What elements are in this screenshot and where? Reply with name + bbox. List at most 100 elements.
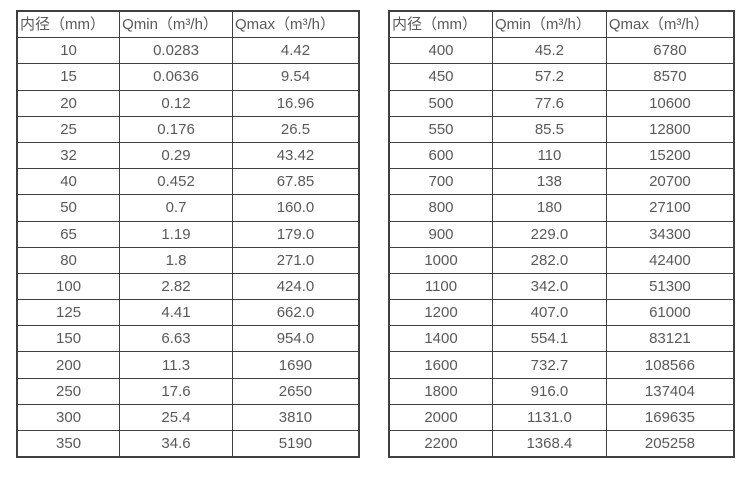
- qmin-cell: 0.452: [119, 168, 233, 196]
- qmin-cell: 4.41: [119, 299, 233, 327]
- table-row: 450 57.2 8570: [388, 63, 735, 91]
- qmin-cell: 0.29: [119, 141, 233, 170]
- qmax-cell: 9.54: [231, 63, 360, 91]
- table-row: 100 2.82 424.0: [16, 272, 360, 301]
- qmin-cell: 916.0: [492, 377, 607, 405]
- qmax-cell: 108566: [605, 351, 735, 379]
- qmin-cell: 6.63: [119, 325, 233, 353]
- qmax-cell: 16.96: [231, 89, 360, 117]
- qmin-cell: 85.5: [492, 115, 607, 143]
- header-qmin: Qmin（m³/h）: [119, 10, 233, 39]
- table-row: 1200 407.0 61000: [388, 299, 735, 327]
- inner-diameter-cell: 80: [16, 246, 121, 274]
- inner-diameter-cell: 1800: [388, 377, 493, 405]
- table-row: 125 4.41 662.0: [16, 299, 360, 327]
- qmin-cell: 34.6: [119, 430, 233, 458]
- qmax-cell: 12800: [605, 115, 735, 143]
- qmin-cell: 110: [492, 141, 607, 170]
- inner-diameter-cell: 500: [388, 89, 493, 117]
- table-row: 2200 1368.4 205258: [388, 430, 735, 458]
- inner-diameter-cell: 20: [16, 89, 121, 117]
- table-row: 1800 916.0 137404: [388, 377, 735, 405]
- header-inner-diameter: 内径（mm）: [16, 10, 121, 39]
- qmax-cell: 43.42: [231, 141, 360, 170]
- inner-diameter-cell: 125: [16, 299, 121, 327]
- qmin-cell: 180: [492, 194, 607, 222]
- inner-diameter-cell: 32: [16, 141, 121, 170]
- qmin-cell: 0.7: [119, 194, 233, 222]
- table-row: 1100 342.0 51300: [388, 272, 735, 301]
- table-row: 2000 1131.0 169635: [388, 403, 735, 432]
- qmin-cell: 1131.0: [492, 403, 607, 432]
- qmin-cell: 1368.4: [492, 430, 607, 458]
- table-row: 900 229.0 34300: [388, 220, 735, 248]
- header-inner-diameter: 内径（mm）: [388, 10, 493, 39]
- table-row: 32 0.29 43.42: [16, 141, 360, 170]
- qmin-cell: 0.176: [119, 115, 233, 143]
- qmin-cell: 45.2: [492, 37, 607, 65]
- qmax-cell: 67.85: [231, 168, 360, 196]
- inner-diameter-cell: 700: [388, 168, 493, 196]
- inner-diameter-cell: 600: [388, 141, 493, 170]
- qmax-cell: 169635: [605, 403, 735, 432]
- qmin-cell: 2.82: [119, 272, 233, 301]
- qmax-cell: 6780: [605, 37, 735, 65]
- inner-diameter-cell: 450: [388, 63, 493, 91]
- qmax-cell: 424.0: [231, 272, 360, 301]
- qmax-cell: 26.5: [231, 115, 360, 143]
- inner-diameter-cell: 40: [16, 168, 121, 196]
- flow-table-large-diameter: 内径（mm） Qmin（m³/h） Qmax（m³/h） 400 45.2 6780…: [388, 10, 735, 459]
- inner-diameter-cell: 10: [16, 37, 121, 65]
- inner-diameter-cell: 1000: [388, 246, 493, 274]
- table-row: 150 6.63 954.0: [16, 325, 360, 353]
- inner-diameter-cell: 800: [388, 194, 493, 222]
- qmin-cell: 1.8: [119, 246, 233, 274]
- table-row: 1000 282.0 42400: [388, 246, 735, 274]
- qmin-cell: 407.0: [492, 299, 607, 327]
- qmax-cell: 34300: [605, 220, 735, 248]
- qmax-cell: 3810: [231, 403, 360, 432]
- qmin-cell: 0.0636: [119, 63, 233, 91]
- header-row: 内径（mm） Qmin（m³/h） Qmax（m³/h）: [16, 10, 360, 39]
- table-row: 350 34.6 5190: [16, 430, 360, 458]
- qmax-cell: 8570: [605, 63, 735, 91]
- table-row: 200 11.3 1690: [16, 351, 360, 379]
- table-row: 40 0.452 67.85: [16, 168, 360, 196]
- qmin-cell: 1.19: [119, 220, 233, 248]
- qmin-cell: 554.1: [492, 325, 607, 353]
- table-row: 15 0.0636 9.54: [16, 63, 360, 91]
- qmax-cell: 4.42: [231, 37, 360, 65]
- qmax-cell: 51300: [605, 272, 735, 301]
- table-body: 400 45.2 6780 450 57.2 8570 500 77.6 10600 550 85.…: [388, 37, 735, 458]
- qmax-cell: 137404: [605, 377, 735, 405]
- qmax-cell: 42400: [605, 246, 735, 274]
- qmax-cell: 61000: [605, 299, 735, 327]
- qmin-cell: 0.12: [119, 89, 233, 117]
- qmax-cell: 27100: [605, 194, 735, 222]
- inner-diameter-cell: 400: [388, 37, 493, 65]
- header-qmax: Qmax（m³/h）: [231, 10, 360, 39]
- qmax-cell: 1690: [231, 351, 360, 379]
- qmax-cell: 179.0: [231, 220, 360, 248]
- qmin-cell: 229.0: [492, 220, 607, 248]
- inner-diameter-cell: 200: [16, 351, 121, 379]
- table-row: 400 45.2 6780: [388, 37, 735, 65]
- flow-table-small-diameter: 内径（mm） Qmin（m³/h） Qmax（m³/h） 10 0.0283 4.4…: [16, 10, 360, 459]
- inner-diameter-cell: 250: [16, 377, 121, 405]
- qmin-cell: 57.2: [492, 63, 607, 91]
- table-row: 250 17.6 2650: [16, 377, 360, 405]
- table-row: 550 85.5 12800: [388, 115, 735, 143]
- qmax-cell: 160.0: [231, 194, 360, 222]
- header-row: 内径（mm） Qmin（m³/h） Qmax（m³/h）: [388, 10, 735, 39]
- qmin-cell: 0.0283: [119, 37, 233, 65]
- table-body: 10 0.0283 4.42 15 0.0636 9.54 20 0.12 16.96 25 0.1…: [16, 37, 360, 458]
- qmin-cell: 11.3: [119, 351, 233, 379]
- inner-diameter-cell: 100: [16, 272, 121, 301]
- qmin-cell: 77.6: [492, 89, 607, 117]
- inner-diameter-cell: 300: [16, 403, 121, 432]
- inner-diameter-cell: 900: [388, 220, 493, 248]
- inner-diameter-cell: 550: [388, 115, 493, 143]
- inner-diameter-cell: 350: [16, 430, 121, 458]
- table-row: 1400 554.1 83121: [388, 325, 735, 353]
